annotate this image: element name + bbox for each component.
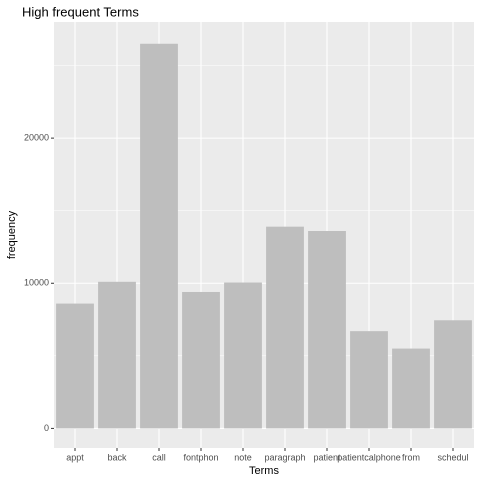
- x-tick-label: fontphon: [183, 452, 218, 462]
- bar: [140, 43, 178, 429]
- bar: [350, 331, 388, 429]
- bar: [224, 282, 262, 429]
- x-tick-label: appt: [66, 452, 84, 462]
- x-tick-label: call: [152, 452, 166, 462]
- bar: [266, 226, 304, 429]
- bar: [182, 291, 220, 429]
- x-tick-label: patient: [313, 452, 341, 462]
- y-tick-label: 0: [44, 423, 49, 433]
- x-tick-label: schedul: [437, 452, 468, 462]
- x-tick-label: back: [107, 452, 127, 462]
- bar: [434, 320, 472, 429]
- bar: [56, 303, 94, 429]
- bar: [308, 231, 346, 429]
- x-tick-label: patientcalphone: [337, 452, 401, 462]
- y-tick-label: 10000: [24, 278, 49, 288]
- y-axis-label: frequency: [6, 210, 18, 259]
- x-tick-label: from: [402, 452, 420, 462]
- bar: [98, 281, 136, 429]
- bar: [392, 348, 430, 429]
- x-tick-label: paragraph: [264, 452, 305, 462]
- x-tick-label: note: [234, 452, 252, 462]
- x-axis-label: Terms: [249, 465, 279, 477]
- y-tick-label: 20000: [24, 132, 49, 142]
- chart-title: High frequent Terms: [22, 4, 139, 19]
